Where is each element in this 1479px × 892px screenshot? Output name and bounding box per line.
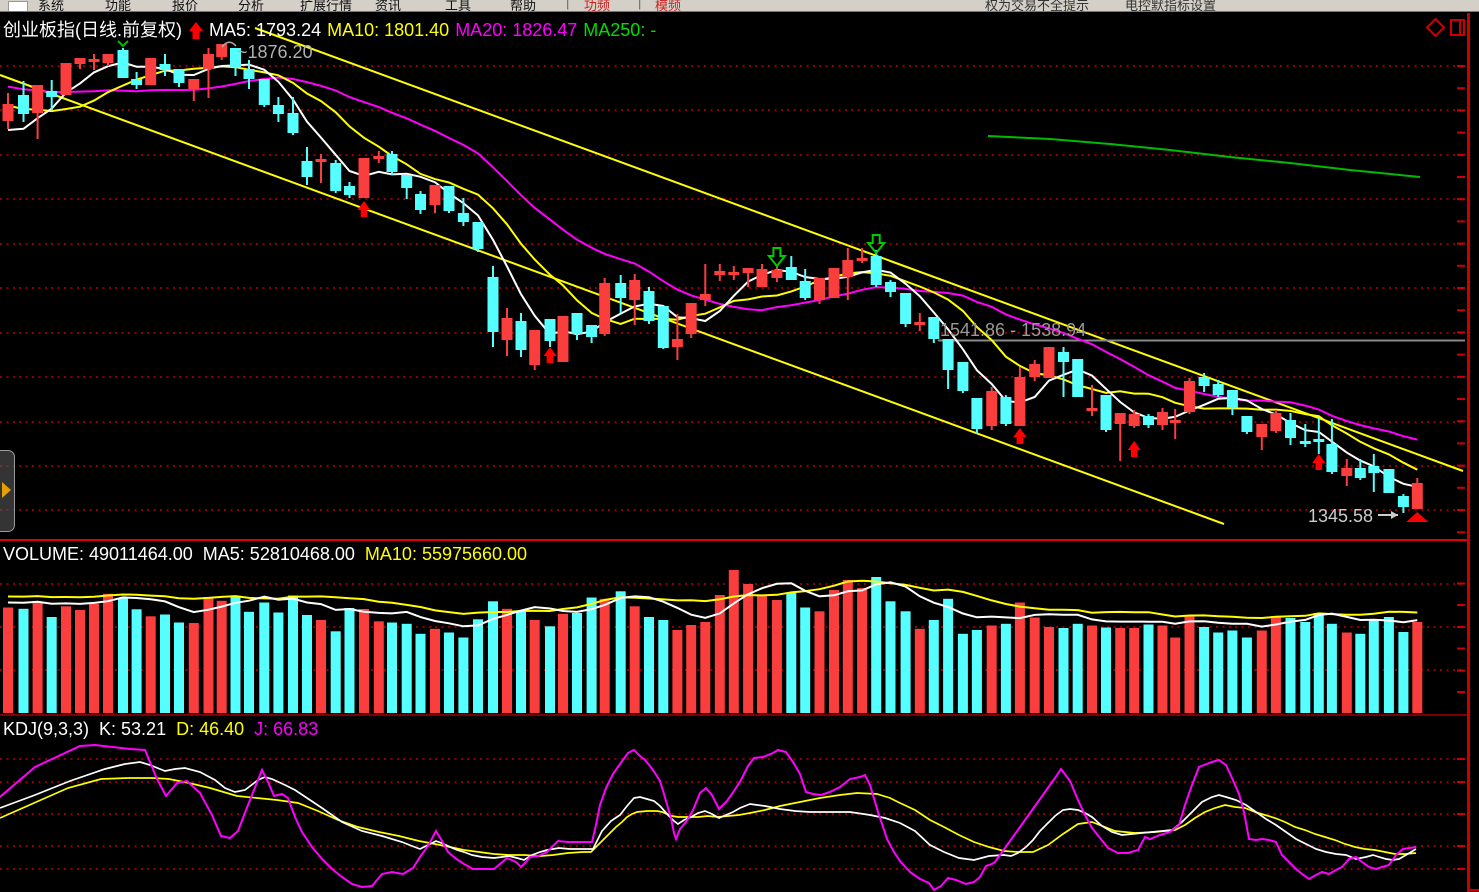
- svg-text:1345.58: 1345.58: [1308, 506, 1373, 526]
- svg-text:~1876.20: ~1876.20: [237, 42, 313, 62]
- svg-text:1541.86 - 1538.94: 1541.86 - 1538.94: [940, 320, 1086, 340]
